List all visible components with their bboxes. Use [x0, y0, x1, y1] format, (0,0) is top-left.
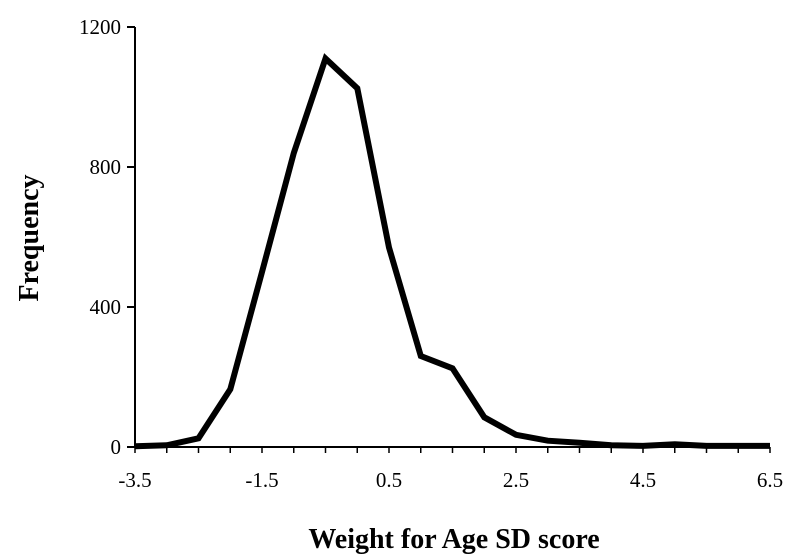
y-tick-label: 400 — [90, 295, 122, 319]
x-tick-label: 2.5 — [503, 468, 529, 492]
y-tick-label: 1200 — [79, 15, 121, 39]
x-tick-label: 6.5 — [757, 468, 783, 492]
y-axis-title: Frequency — [14, 174, 45, 301]
x-axis-title: Weight for Age SD score — [308, 524, 599, 555]
x-axis — [134, 446, 771, 453]
y-axis — [127, 26, 136, 448]
y-tick-label: 0 — [111, 435, 122, 459]
x-tick-label: -1.5 — [245, 468, 278, 492]
frequency-line — [134, 53, 770, 450]
x-tick-label: 4.5 — [630, 468, 656, 492]
x-tick-label: 0.5 — [376, 468, 402, 492]
y-tick-label: 800 — [90, 155, 122, 179]
plot-area — [134, 53, 771, 450]
y-tick-labels: 0 400 800 1200 — [79, 15, 121, 459]
x-tick-label: -3.5 — [118, 468, 151, 492]
x-tick-labels: -3.5 -1.5 0.5 2.5 4.5 6.5 — [118, 468, 783, 492]
